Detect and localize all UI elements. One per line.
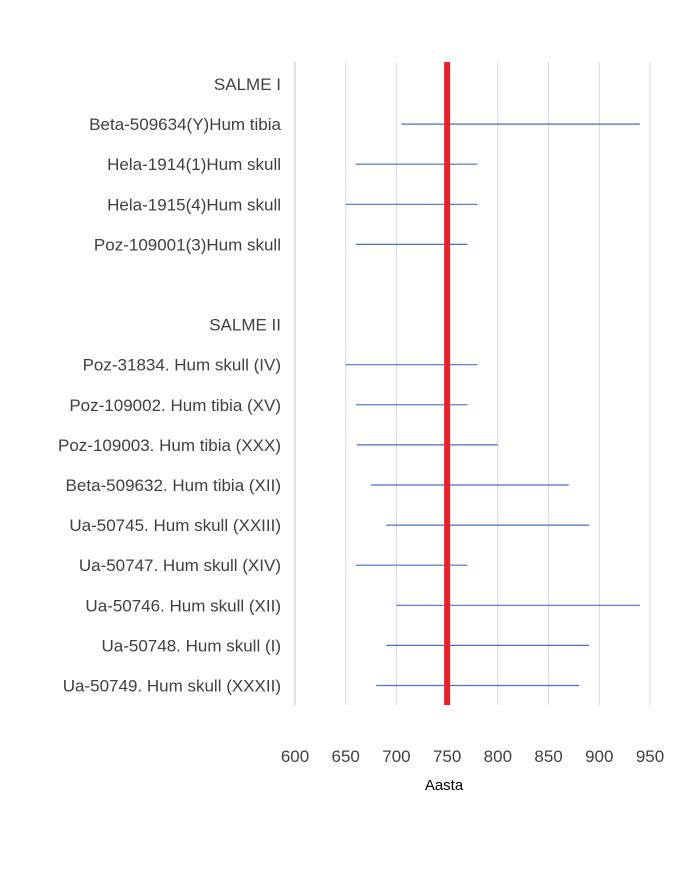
- x-tick-label: 600: [281, 747, 309, 766]
- x-axis-title: Aasta: [425, 777, 464, 794]
- category-label: SALME I: [214, 75, 281, 94]
- x-tick-label: 750: [433, 747, 461, 766]
- category-label: SALME II: [209, 316, 281, 335]
- category-label: Hela-1914(1)Hum skull: [107, 155, 281, 174]
- category-labels: SALME I Beta-509634(Y)Hum tibia Hela-1914(…: [58, 75, 282, 696]
- x-tick-label: 850: [534, 747, 562, 766]
- category-label: Poz-31834. Hum skull (IV): [83, 356, 281, 375]
- category-label: Beta-509632. Hum tibia (XII): [66, 476, 281, 495]
- category-label: Beta-509634(Y)Hum tibia: [89, 115, 281, 134]
- category-label: Ua-50746. Hum skull (XII): [85, 596, 281, 615]
- category-label: Poz-109003. Hum tibia (XXX): [58, 436, 281, 455]
- category-label: Poz-109001(3)Hum skull: [94, 235, 281, 254]
- category-label: Ua-50749. Hum skull (XXXII): [63, 677, 281, 696]
- x-tick-label: 950: [636, 747, 664, 766]
- category-label: Hela-1915(4)Hum skull: [107, 195, 281, 214]
- gridlines: [345, 62, 651, 705]
- x-tick-label: 700: [382, 747, 410, 766]
- x-tick-labels: 600 650 700 750 800 850 900 950: [281, 747, 664, 766]
- category-label: Ua-50747. Hum skull (XIV): [79, 556, 281, 575]
- x-tick-label: 650: [332, 747, 360, 766]
- category-label: Poz-109002. Hum tibia (XV): [69, 396, 281, 415]
- category-label: Ua-50748. Hum skull (I): [101, 636, 281, 655]
- x-tick-label: 900: [585, 747, 613, 766]
- range-bars: [345, 123, 640, 687]
- x-tick-label: 800: [484, 747, 512, 766]
- category-label: Ua-50745. Hum skull (XXIII): [69, 516, 281, 535]
